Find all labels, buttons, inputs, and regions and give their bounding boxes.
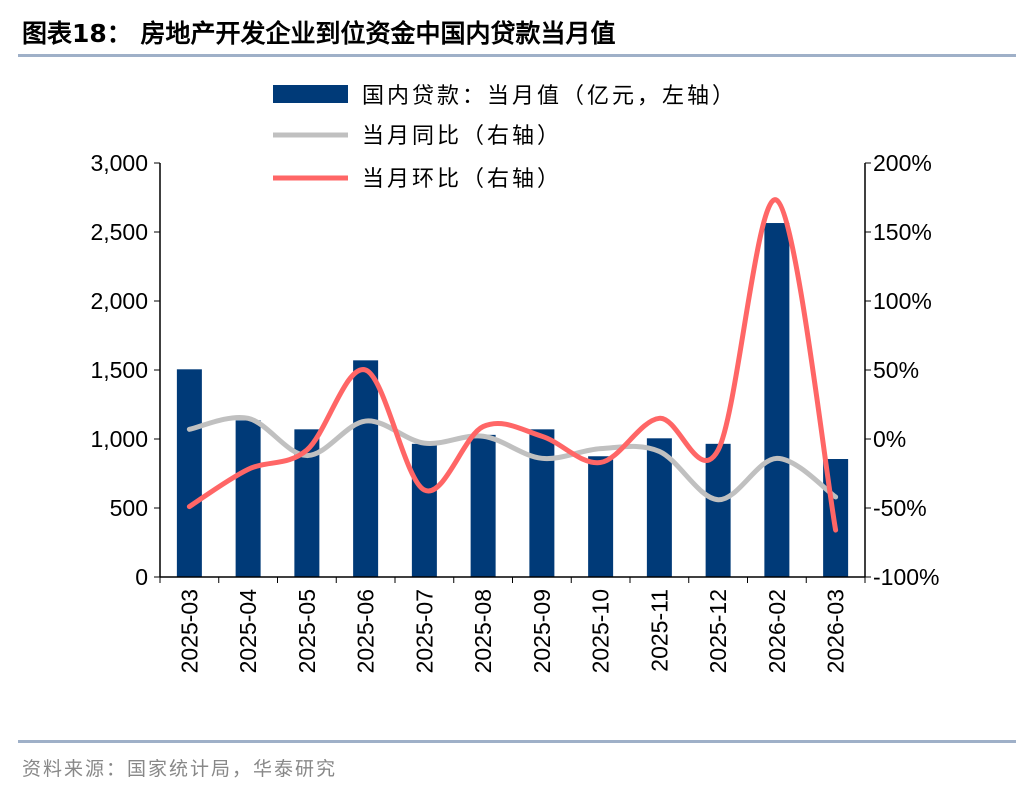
bar [411,443,437,577]
legend-label: 国内贷款：当月值（亿元，左轴） [362,84,737,109]
x-tick-label: 2025-07 [411,589,437,673]
x-tick-label: 2026-03 [823,589,849,673]
x-tick-label: 2025-11 [646,589,672,672]
right-tick-label: -100% [873,564,939,590]
legend-label: 当月环比（右轴） [362,167,562,192]
left-tick-label: 2,500 [90,219,148,245]
bar [705,443,731,577]
bar [764,223,790,577]
footer-divider [18,740,1016,743]
left-tick-label: 0 [135,564,148,590]
right-tick-label: -50% [873,495,927,521]
x-tick-label: 2025-12 [705,589,731,673]
right-tick-label: 200% [873,150,932,176]
bar [353,360,379,577]
left-tick-label: 1,000 [90,426,148,452]
legend-bar-swatch [273,85,348,103]
x-tick-label: 2025-04 [235,589,261,674]
legend-label: 当月同比（右轴） [362,124,562,149]
mom-line [186,197,839,533]
bar [529,429,555,577]
bar [176,369,202,577]
x-tick-label: 2026-02 [764,589,790,673]
x-tick-label: 2025-03 [176,589,202,673]
x-tick-label: 2025-06 [353,589,379,673]
left-tick-label: 1,500 [90,357,148,383]
x-tick-label: 2025-10 [588,589,614,673]
x-tick-label: 2025-08 [470,589,496,673]
chart-title: 图表18： 房地产开发企业到位资金中国内贷款当月值 [22,19,616,48]
yoy-line [186,414,839,503]
right-tick-label: 100% [873,288,932,314]
bar [470,434,496,577]
left-tick-label: 500 [110,495,148,521]
title-divider [18,54,1016,57]
x-tick-label: 2025-05 [294,589,320,673]
bar [235,420,261,577]
left-tick-label: 3,000 [90,150,148,176]
bar [588,456,614,577]
right-tick-label: 0% [873,426,906,452]
right-tick-label: 150% [873,219,932,245]
bar [646,438,672,577]
x-tick-label: 2025-09 [529,589,555,673]
left-tick-label: 2,000 [90,288,148,314]
right-tick-label: 50% [873,357,919,383]
source-note: 资料来源：国家统计局，华泰研究 [22,758,338,780]
